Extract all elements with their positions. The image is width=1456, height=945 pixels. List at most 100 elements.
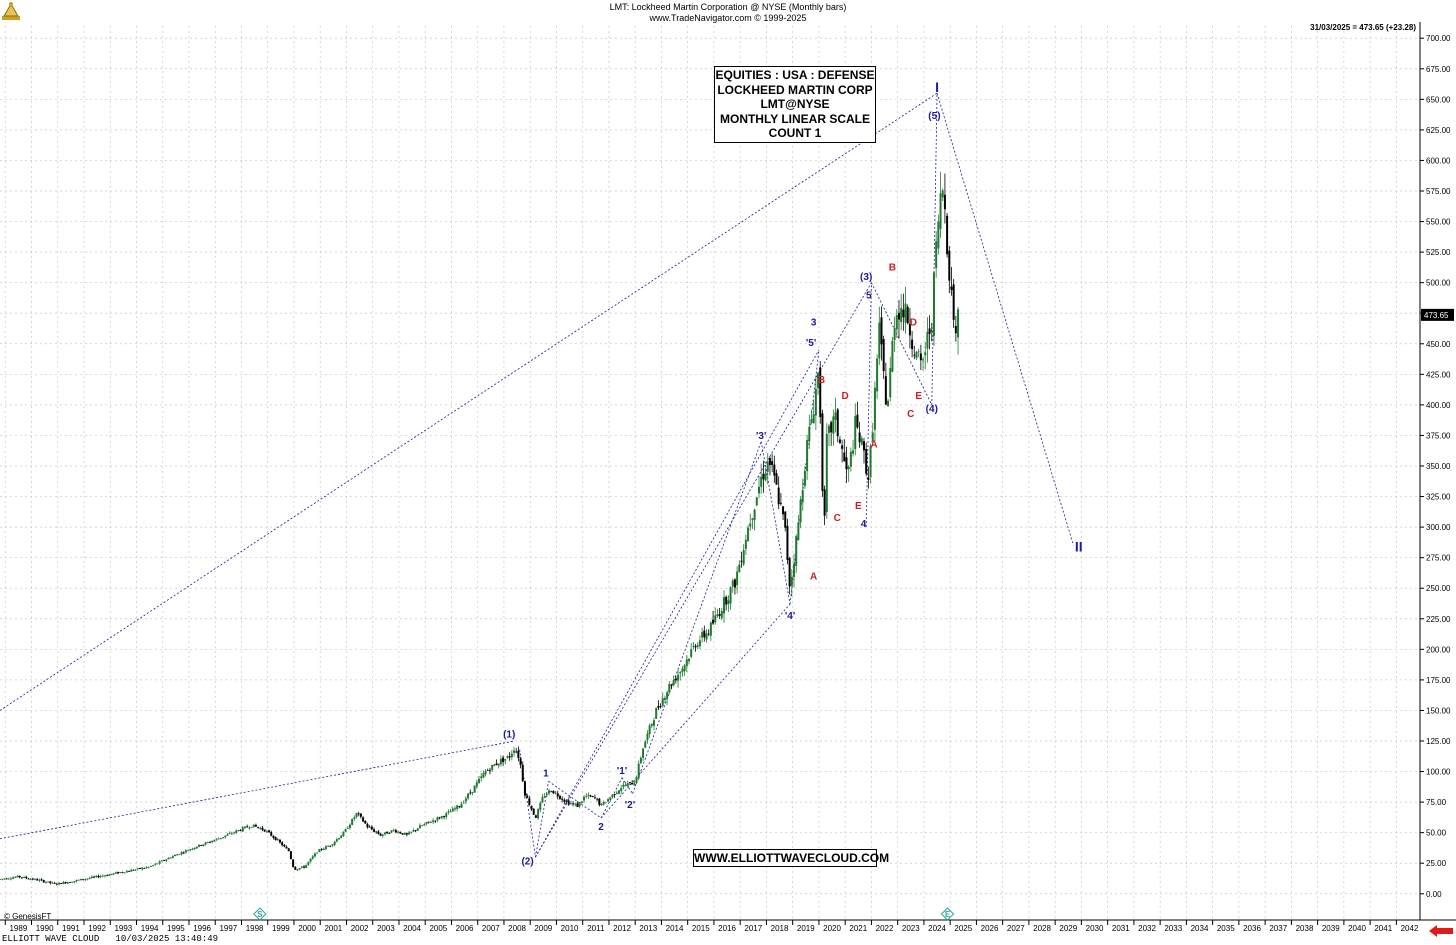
price-bar-body	[309, 858, 312, 862]
x-axis-labels: 1989 1990 1991 1992 1993 1994 1995 1996 1997 1998…	[9, 924, 1418, 933]
x-tick-label: 2030	[1086, 924, 1104, 933]
price-bar-body	[434, 820, 437, 822]
scroll-left-arrow-icon[interactable]	[1428, 924, 1454, 938]
price-bar-body	[862, 441, 865, 451]
x-tick-label: 2015	[692, 924, 710, 933]
price-bar-body	[20, 877, 23, 879]
price-bar-body	[436, 817, 439, 821]
price-bar-body	[644, 741, 647, 748]
x-tick-label: 2010	[561, 924, 579, 933]
price-bar-body	[272, 835, 275, 838]
price-bar-body	[320, 848, 323, 850]
price-bar-body	[73, 881, 76, 883]
x-tick-label: 1993	[114, 924, 132, 933]
price-bar-body	[399, 832, 402, 834]
price-bar-body	[386, 831, 389, 834]
price-bar-body	[281, 842, 284, 846]
price-bar-body	[132, 869, 135, 871]
price-bar-body	[25, 876, 28, 879]
chart-subtitle: www.TradeNavigator.com © 1999-2025	[649, 13, 807, 23]
price-bar-body	[200, 845, 203, 846]
price-bar-body	[865, 448, 868, 474]
price-bar-body	[99, 876, 102, 878]
price-bar-body	[121, 872, 124, 874]
price-bar-body	[712, 619, 715, 624]
price-bar-body	[722, 597, 725, 614]
y-tick-label: 200.00	[1426, 645, 1451, 654]
x-tick-label: 1991	[62, 924, 80, 933]
price-bar-body	[416, 828, 419, 831]
wave-label: 5	[866, 291, 872, 302]
price-bar-body	[265, 830, 268, 832]
price-bar-body	[176, 854, 179, 856]
price-bar-body	[145, 867, 148, 869]
price-bar-body	[552, 790, 555, 794]
price-bar-body	[941, 190, 944, 198]
price-bar-body	[602, 801, 605, 805]
price-bar-body	[924, 352, 927, 356]
price-bar-body	[957, 309, 960, 338]
price-bar-body	[364, 820, 367, 824]
price-bar-body	[762, 473, 765, 480]
price-bar-body	[628, 782, 631, 783]
price-bar-body	[530, 805, 533, 810]
price-bar-body	[362, 817, 365, 822]
price-bar-body	[233, 832, 236, 834]
price-bar-body	[14, 876, 17, 878]
price-bar-body	[359, 813, 362, 817]
wave-trendline	[789, 349, 820, 605]
price-bar-body	[228, 833, 231, 834]
price-bar-body	[596, 798, 599, 800]
price-bar-body	[517, 750, 520, 759]
price-bar-body	[882, 339, 885, 372]
price-bar-body	[423, 824, 426, 826]
price-bar-body	[812, 414, 815, 424]
y-tick-label: 575.00	[1426, 187, 1451, 196]
wave-trendline	[0, 92, 938, 711]
price-bar-body	[554, 792, 557, 794]
price-bar-body	[932, 272, 935, 337]
axis-marker-diamond	[940, 907, 955, 921]
price-bar-body	[639, 757, 642, 763]
price-bar-body	[757, 486, 760, 494]
price-bar-body	[305, 864, 308, 868]
x-tick-label: 2020	[823, 924, 841, 933]
price-bar-body	[823, 489, 826, 516]
price-bar-body	[611, 794, 614, 798]
y-tick-label: 350.00	[1426, 462, 1451, 471]
price-bar-body	[208, 842, 211, 843]
price-bar-body	[488, 770, 491, 772]
y-tick-label: 450.00	[1426, 340, 1451, 349]
wave-trendline	[535, 282, 872, 858]
price-bar-body	[475, 782, 478, 787]
price-bar-body	[731, 580, 734, 587]
price-bar-body	[580, 801, 583, 803]
x-tick-label: 2019	[797, 924, 815, 933]
price-bar-body	[860, 438, 863, 445]
price-bar-body	[604, 802, 607, 804]
x-tick-label: 2035	[1217, 924, 1235, 933]
price-bar-body	[948, 250, 951, 281]
wave-label: B	[889, 262, 896, 273]
price-bar-body	[348, 824, 351, 829]
price-bar-body	[613, 794, 616, 795]
price-bar-body	[445, 813, 448, 818]
x-tick-label: 2033	[1164, 924, 1182, 933]
price-bar-body	[261, 827, 264, 830]
y-tick-label: 225.00	[1426, 615, 1451, 624]
price-bar-body	[331, 844, 334, 846]
wave-labels: I (5) (1) 1 (2) 2 '1' '2' '3' '4' 3 '5' (3) 5 4 (4) II A B…	[503, 79, 1083, 867]
price-bar-body	[935, 241, 938, 269]
price-bar-body	[766, 461, 769, 472]
price-bar-body	[631, 782, 634, 785]
price-bar-body	[294, 867, 297, 870]
price-bar-body	[427, 821, 430, 823]
price-bar-body	[27, 878, 30, 880]
price-bar-body	[508, 756, 511, 758]
price-bar-body	[556, 793, 559, 797]
price-bar-body	[681, 668, 684, 673]
chart-title: LMT: Lockheed Martin Corporation @ NYSE …	[609, 2, 847, 12]
price-bar-body	[779, 502, 782, 504]
price-bar-body	[68, 882, 71, 883]
price-bar-body	[567, 800, 570, 805]
